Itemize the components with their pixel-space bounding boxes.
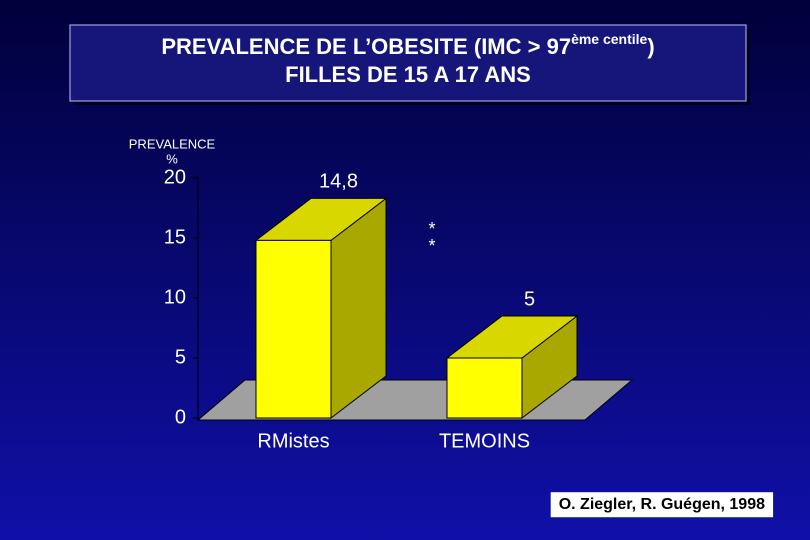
title-superscript: ème centile <box>571 31 647 47</box>
y-axis-label: PREVALENCE <box>129 136 216 151</box>
annotation: * <box>428 236 435 256</box>
chart-title: PREVALENCE DE L’OBESITE (IMC > 97ème cen… <box>161 31 654 59</box>
title-main: PREVALENCE DE L’OBESITE (IMC > 97 <box>161 34 571 59</box>
bar <box>255 239 332 419</box>
value-label: 5 <box>524 288 535 310</box>
source-box <box>550 492 774 518</box>
y-tick-label: 15 <box>164 226 186 248</box>
bar <box>446 357 523 419</box>
y-tick-label: 5 <box>175 346 186 368</box>
y-tick-label: 20 <box>164 166 186 188</box>
title-box <box>69 24 747 102</box>
source: O. Ziegler, R. Guégen, 1998 <box>559 496 765 513</box>
x-tick-label: TEMOINS <box>439 430 530 452</box>
y-tick-label: 10 <box>164 286 186 308</box>
title-end: ) <box>647 34 654 59</box>
y-axis-unit: % <box>166 151 178 166</box>
value-label: 14,8 <box>319 171 358 193</box>
chart-subtitle: FILLES DE 15 A 17 ANS <box>285 62 531 87</box>
y-tick-label: 0 <box>175 406 186 428</box>
annotation: * <box>428 219 435 239</box>
x-tick-label: RMistes <box>257 430 329 452</box>
